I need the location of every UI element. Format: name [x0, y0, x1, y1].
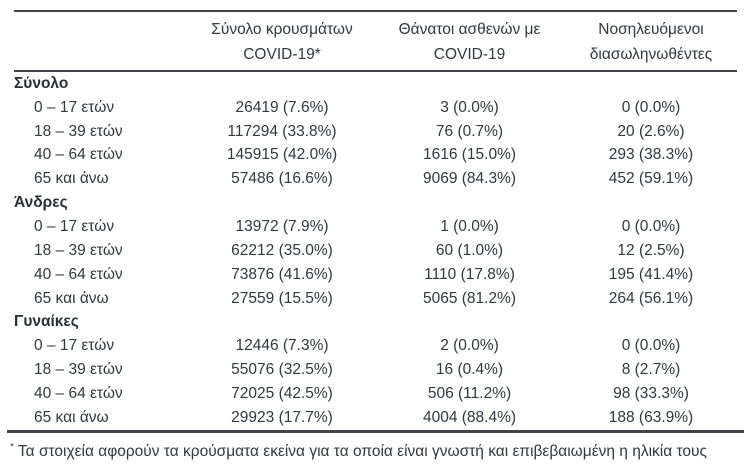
- cases-value: 117294 (33.8%): [227, 122, 337, 140]
- deaths-value: 1616 (15.0%): [422, 146, 517, 164]
- intubated-value: 195 (41.4%): [608, 265, 694, 283]
- intubated-value: 98 (33.3%): [613, 384, 689, 402]
- col-header-cases-line1: Σύνολο κρουσμάτων: [211, 21, 353, 38]
- table-row: 65 και άνω 57486 (16.6%) 9069 (84.3%) 45…: [14, 167, 737, 191]
- intubated-value: 0 (0.0%): [621, 337, 681, 355]
- cases-value: 26419 (7.6%): [235, 98, 329, 116]
- deaths-value: 3 (0.0%): [440, 98, 499, 116]
- col-header-deaths: Θάνατοι ασθενών με COVID-19: [374, 11, 565, 72]
- covid-age-stats-table: Σύνολο κρουσμάτων COVID-19* Θάνατοι ασθε…: [14, 10, 737, 430]
- age-label: 65 και άνω: [34, 408, 109, 426]
- deaths-value: 9069 (84.3%): [422, 170, 517, 188]
- age-label: 40 – 64 ετών: [34, 265, 123, 283]
- group-row-men: Άνδρες: [14, 191, 737, 215]
- group-row-women: Γυναίκες: [14, 310, 737, 334]
- col-header-deaths-line1: Θάνατοι ασθενών με: [398, 21, 541, 38]
- group-row-total: Σύνολο: [14, 71, 737, 96]
- col-header-intubated: Νοσηλευόμενοι διασωληνωθέντες: [565, 11, 737, 72]
- age-label: 18 – 39 ετών: [34, 122, 123, 140]
- deaths-value: 1110 (17.8%): [424, 265, 515, 283]
- age-label: 18 – 39 ετών: [34, 241, 123, 259]
- group-label: Άνδρες: [14, 194, 68, 212]
- age-label: 0 – 17 ετών: [34, 337, 115, 355]
- deaths-value: 76 (0.7%): [435, 122, 504, 140]
- cases-value: 62212 (35.0%): [231, 241, 333, 259]
- intubated-value: 452 (59.1%): [608, 170, 694, 188]
- deaths-value: 1 (0.0%): [440, 217, 499, 235]
- col-header-cases-line2: COVID-19*: [243, 46, 321, 63]
- cases-value: 57486 (16.6%): [231, 170, 333, 188]
- table-row: 40 – 64 ετών 145915 (42.0%) 1616 (15.0%)…: [14, 144, 737, 168]
- table-row: 40 – 64 ετών 72025 (42.5%) 506 (11.2%) 9…: [14, 382, 737, 406]
- intubated-value: 188 (63.9%): [608, 408, 694, 426]
- col-header-cases: Σύνολο κρουσμάτων COVID-19*: [190, 11, 374, 72]
- intubated-value: 293 (38.3%): [608, 146, 694, 164]
- table-row: 0 – 17 ετών 13972 (7.9%) 1 (0.0%) 0 (0.0…: [14, 215, 737, 239]
- table-row: 40 – 64 ετών 73876 (41.6%) 1110 (17.8%) …: [14, 263, 737, 287]
- footnote-asterisk: *: [10, 441, 14, 453]
- table-body: Σύνολο 0 – 17 ετών 26419 (7.6%) 3 (0.0%)…: [14, 71, 737, 430]
- col-header-deaths-line2: COVID-19: [433, 46, 506, 63]
- age-label: 65 και άνω: [34, 170, 109, 188]
- intubated-value: 12 (2.5%): [617, 241, 685, 259]
- table-row: 65 και άνω 29923 (17.7%) 4004 (88.4%) 18…: [14, 406, 737, 430]
- table-row: 18 – 39 ετών 117294 (33.8%) 76 (0.7%) 20…: [14, 120, 737, 144]
- intubated-value: 0 (0.0%): [621, 217, 681, 235]
- table-row: 0 – 17 ετών 12446 (7.3%) 2 (0.0%) 0 (0.0…: [14, 334, 737, 358]
- cases-value: 13972 (7.9%): [235, 217, 329, 235]
- table-row: 65 και άνω 27559 (15.5%) 5065 (81.2%) 26…: [14, 287, 737, 311]
- cases-value: 12446 (7.3%): [235, 337, 329, 355]
- deaths-value: 60 (1.0%): [435, 241, 504, 259]
- cases-value: 73876 (41.6%): [231, 265, 333, 283]
- footnote-text: Τα στοιχεία αφορούν τα κρούσματα εκείνα …: [17, 442, 707, 460]
- cases-value: 145915 (42.0%): [226, 146, 338, 164]
- deaths-value: 5065 (81.2%): [422, 289, 517, 307]
- table-row: 18 – 39 ετών 62212 (35.0%) 60 (1.0%) 12 …: [14, 239, 737, 263]
- deaths-value: 506 (11.2%): [427, 384, 512, 402]
- cases-value: 55076 (32.5%): [231, 361, 333, 379]
- age-label: 65 και άνω: [34, 289, 109, 307]
- intubated-value: 264 (56.1%): [608, 289, 694, 307]
- footnote: * Τα στοιχεία αφορούν τα κρούσματα εκείνα…: [7, 429, 744, 461]
- age-label: 0 – 17 ετών: [34, 98, 115, 116]
- group-label: Γυναίκες: [14, 313, 79, 331]
- age-label: 18 – 39 ετών: [34, 361, 123, 379]
- col-header-intubated-line1: Νοσηλευόμενοι: [598, 21, 704, 38]
- intubated-value: 0 (0.0%): [621, 98, 681, 116]
- deaths-value: 4004 (88.4%): [422, 408, 517, 426]
- group-label: Σύνολο: [14, 74, 69, 92]
- deaths-value: 2 (0.0%): [440, 337, 499, 355]
- table-row: 18 – 39 ετών 55076 (32.5%) 16 (0.4%) 8 (…: [14, 358, 737, 382]
- cases-value: 72025 (42.5%): [231, 384, 333, 402]
- table-header: Σύνολο κρουσμάτων COVID-19* Θάνατοι ασθε…: [14, 11, 737, 72]
- age-label: 0 – 17 ετών: [34, 217, 115, 235]
- deaths-value: 16 (0.4%): [435, 361, 504, 379]
- age-label: 40 – 64 ετών: [34, 384, 123, 402]
- header-empty-cell: [14, 11, 190, 72]
- intubated-value: 20 (2.6%): [617, 122, 685, 140]
- cases-value: 29923 (17.7%): [231, 408, 333, 426]
- cases-value: 27559 (15.5%): [231, 289, 333, 307]
- col-header-intubated-line2: διασωληνωθέντες: [589, 46, 713, 63]
- age-label: 40 – 64 ετών: [34, 146, 123, 164]
- intubated-value: 8 (2.7%): [621, 361, 681, 379]
- table-row: 0 – 17 ετών 26419 (7.6%) 3 (0.0%) 0 (0.0…: [14, 96, 737, 120]
